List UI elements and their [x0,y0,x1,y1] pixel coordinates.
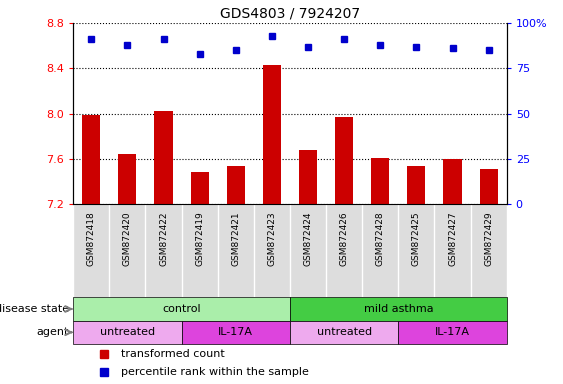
Bar [227,166,245,204]
Text: untreated: untreated [316,327,372,337]
Bar [191,172,209,204]
Bar [371,158,389,204]
Text: GSM872423: GSM872423 [267,212,276,266]
Bar [335,117,353,204]
Bar [408,166,426,204]
Text: control: control [162,304,201,314]
Text: GSM872420: GSM872420 [123,212,132,266]
Text: GSM872422: GSM872422 [159,212,168,266]
Title: GDS4803 / 7924207: GDS4803 / 7924207 [220,7,360,20]
Bar [118,154,136,204]
Text: GSM872421: GSM872421 [231,212,240,266]
Bar [73,321,181,344]
Bar [73,297,290,321]
Text: IL-17A: IL-17A [218,327,253,337]
Text: mild asthma: mild asthma [364,304,433,314]
Bar [263,65,281,204]
Text: GSM872426: GSM872426 [339,212,348,266]
Bar [290,321,399,344]
Text: GSM872429: GSM872429 [484,212,493,266]
Text: untreated: untreated [100,327,155,337]
Text: GSM872428: GSM872428 [376,212,385,266]
Bar [290,297,507,321]
Text: percentile rank within the sample: percentile rank within the sample [121,367,309,377]
Text: GSM872419: GSM872419 [195,212,204,266]
Text: GSM872425: GSM872425 [412,212,421,266]
Text: GSM872427: GSM872427 [448,212,457,266]
Bar [154,111,172,204]
Text: GSM872424: GSM872424 [303,212,312,266]
Bar [82,115,100,204]
Bar [480,169,498,204]
Text: transformed count: transformed count [121,349,225,359]
Bar [181,321,290,344]
Text: IL-17A: IL-17A [435,327,470,337]
Bar [399,321,507,344]
Text: GSM872418: GSM872418 [87,212,96,266]
Bar [299,150,317,204]
Text: agent: agent [37,327,69,337]
Bar [444,159,462,204]
Text: disease state: disease state [0,304,69,314]
